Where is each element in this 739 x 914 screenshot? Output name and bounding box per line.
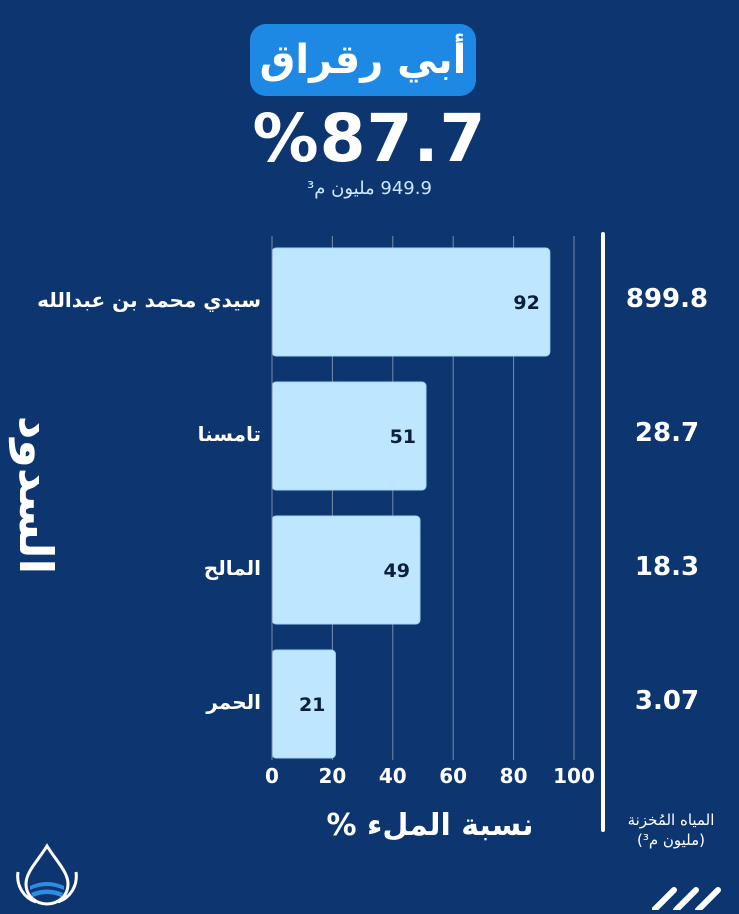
bar-value-label: 49 [384, 560, 410, 582]
stored-water-value: 899.8 [625, 284, 709, 314]
x-tick-label: 20 [318, 764, 346, 788]
water-drop-logo-icon [12, 842, 82, 910]
x-tick-label: 40 [379, 764, 407, 788]
x-axis-title: نسبة الملء % [326, 808, 534, 843]
chevrons-icon [651, 884, 732, 914]
x-tick-label: 60 [439, 764, 467, 788]
stored-water-value: 28.7 [634, 418, 700, 448]
bar-value-label: 92 [513, 292, 539, 314]
x-tick-label: 0 [265, 764, 279, 788]
stored-water-title: المياه المُخزنة (مليون م³) [627, 811, 715, 849]
region-title: أبي رقراق [259, 37, 467, 83]
region-title-badge: أبي رقراق [250, 24, 476, 96]
category-label: سيدي محمد بن عبدالله [37, 288, 261, 312]
total-fill-rate: %87.7 [252, 100, 487, 177]
stored-water-value: 3.07 [634, 686, 700, 716]
bar-value-label: 21 [299, 694, 325, 716]
stored-water-value: 18.3 [634, 552, 700, 582]
category-label: المالح [203, 556, 261, 580]
x-tick-label: 80 [500, 764, 528, 788]
total-volume: 949.9 مليون م³ [307, 178, 432, 199]
category-label: تامسنا [197, 422, 261, 446]
column-divider [601, 232, 605, 832]
category-label: الحمر [206, 690, 261, 714]
bar-value-label: 51 [390, 426, 416, 448]
x-tick-label: 100 [553, 764, 595, 788]
bar [271, 247, 551, 357]
